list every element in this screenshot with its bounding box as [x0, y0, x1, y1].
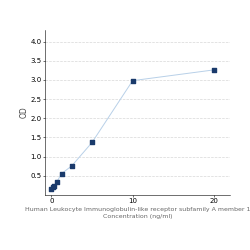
- Point: [70, 164, 74, 168]
- Point: [52, 184, 56, 188]
- Point: [60, 172, 64, 175]
- Point: [54, 180, 58, 184]
- Y-axis label: OD: OD: [20, 106, 29, 118]
- Point: [212, 68, 216, 72]
- Point: [90, 140, 94, 144]
- X-axis label: Human Leukocyte Immunoglobulin-like receptor subfamily A member 1
Concentration : Human Leukocyte Immunoglobulin-like rece…: [25, 207, 250, 219]
- Point: [131, 79, 135, 83]
- Point: [50, 187, 54, 191]
- Point: [51, 186, 55, 190]
